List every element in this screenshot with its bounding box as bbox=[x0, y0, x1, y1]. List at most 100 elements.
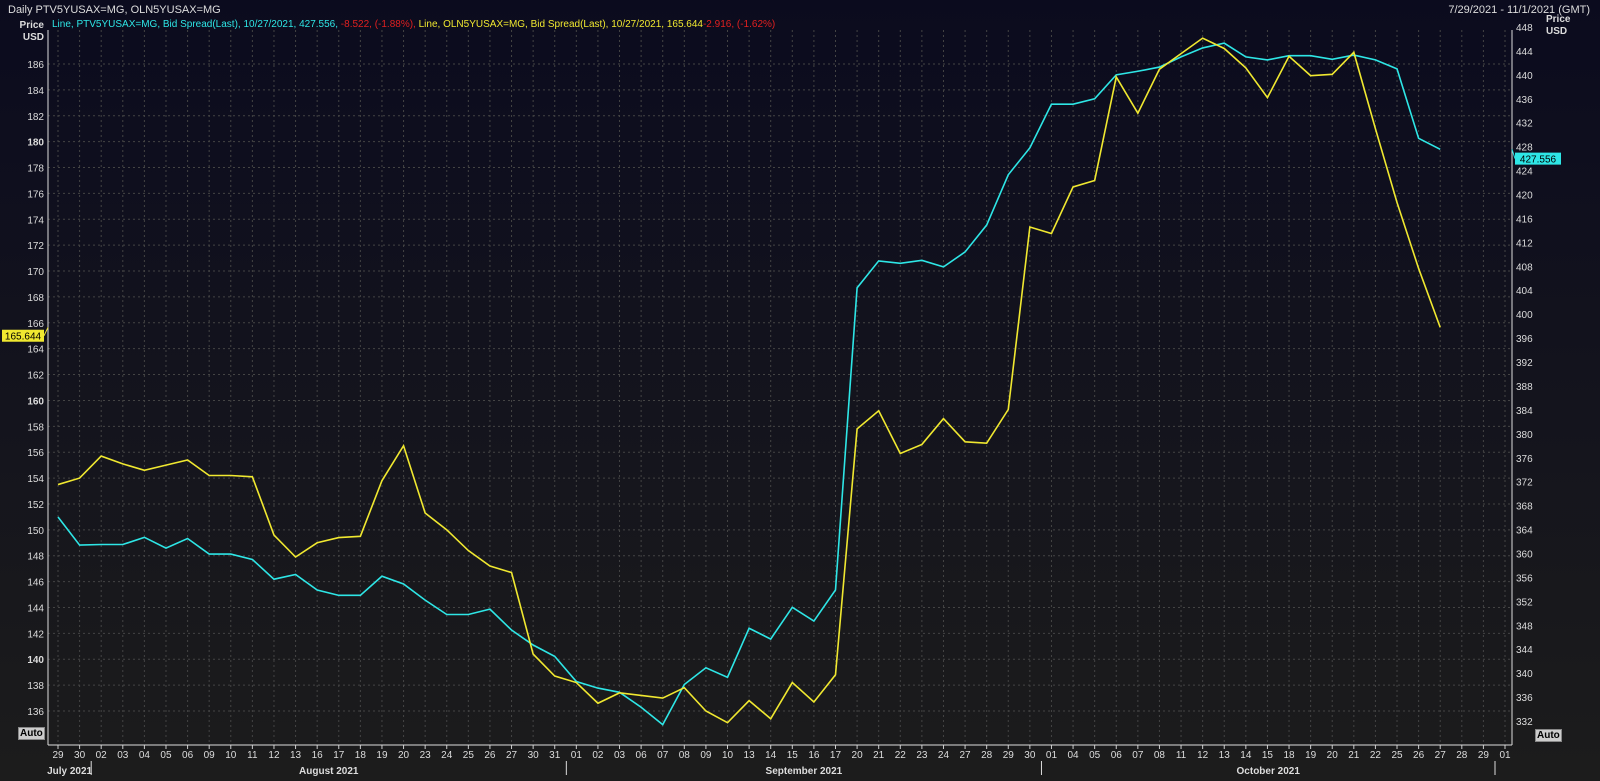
left-tick-label: 178 bbox=[27, 164, 44, 175]
right-axis-label: Price bbox=[1546, 14, 1571, 25]
right-tick-label: 364 bbox=[1516, 526, 1533, 537]
right-tick-label: 416 bbox=[1516, 214, 1533, 225]
x-tick-label: 08 bbox=[1154, 750, 1166, 761]
right-tick-label: 412 bbox=[1516, 238, 1533, 249]
right-tick-label: 424 bbox=[1516, 167, 1533, 178]
left-tick-label: 176 bbox=[27, 189, 44, 200]
x-tick-label: 08 bbox=[679, 750, 691, 761]
legend-series-1: Line, PTV5YUSAX=MG, Bid Spread(Last), 10… bbox=[52, 19, 341, 30]
x-tick-label: 09 bbox=[700, 750, 712, 761]
x-tick-label: 13 bbox=[1219, 750, 1231, 761]
x-tick-label: 26 bbox=[484, 750, 496, 761]
x-tick-label: 10 bbox=[225, 750, 237, 761]
x-tick-label: 02 bbox=[96, 750, 108, 761]
x-tick-label: 04 bbox=[139, 750, 151, 761]
x-tick-label: 13 bbox=[744, 750, 756, 761]
x-tick-label: 07 bbox=[1132, 750, 1144, 761]
left-tick-label: 170 bbox=[27, 267, 44, 278]
legend: Line, PTV5YUSAX=MG, Bid Spread(Last), 10… bbox=[52, 19, 775, 30]
left-tick-label: 156 bbox=[27, 448, 44, 459]
x-tick-label: 29 bbox=[52, 750, 64, 761]
left-tick-label: 160 bbox=[27, 396, 44, 407]
x-tick-label: 10 bbox=[722, 750, 734, 761]
month-label: August 2021 bbox=[299, 766, 359, 777]
x-tick-label: 16 bbox=[808, 750, 820, 761]
left-tick-label: 172 bbox=[27, 241, 44, 252]
right-tick-label: 336 bbox=[1516, 693, 1533, 704]
left-tick-label: 138 bbox=[27, 681, 44, 692]
right-tick-label: 432 bbox=[1516, 119, 1533, 130]
x-tick-label: 12 bbox=[268, 750, 280, 761]
x-tick-label: 13 bbox=[290, 750, 302, 761]
right-tick-label: 396 bbox=[1516, 334, 1533, 345]
x-tick-label: 21 bbox=[873, 750, 885, 761]
x-tick-label: 14 bbox=[765, 750, 777, 761]
series-line-OLN5YUSAX=MG bbox=[57, 37, 1441, 724]
right-tick-label: 344 bbox=[1516, 645, 1533, 656]
x-tick-label: 19 bbox=[1305, 750, 1317, 761]
left-tick-label: 146 bbox=[27, 578, 44, 589]
plot-area bbox=[48, 30, 1512, 745]
x-tick-label: 23 bbox=[916, 750, 928, 761]
x-tick-label: 29 bbox=[1478, 750, 1490, 761]
x-tick-label: 09 bbox=[204, 750, 216, 761]
x-tick-label: 19 bbox=[376, 750, 388, 761]
x-tick-label: 27 bbox=[1435, 750, 1447, 761]
left-tick-label: 162 bbox=[27, 371, 44, 382]
x-tick-label: 27 bbox=[506, 750, 518, 761]
left-tick-label: 142 bbox=[27, 629, 44, 640]
chart-title: Daily PTV5YUSAX=MG, OLN5YUSAX=MG bbox=[8, 4, 221, 16]
right-tick-label: 372 bbox=[1516, 478, 1533, 489]
right-axis-unit: USD bbox=[1546, 26, 1567, 37]
x-tick-label: 21 bbox=[1348, 750, 1360, 761]
left-tick-label: 166 bbox=[27, 319, 44, 330]
x-tick-label: 16 bbox=[312, 750, 324, 761]
x-tick-label: 05 bbox=[1089, 750, 1101, 761]
right-tick-label: 400 bbox=[1516, 310, 1533, 321]
left-auto-button[interactable]: Auto bbox=[18, 727, 45, 740]
right-tick-label: 356 bbox=[1516, 573, 1533, 584]
right-tick-label: 348 bbox=[1516, 621, 1533, 632]
right-tick-label: 388 bbox=[1516, 382, 1533, 393]
left-axis-unit: USD bbox=[23, 32, 44, 43]
x-tick-label: 01 bbox=[1499, 750, 1511, 761]
x-tick-label: 20 bbox=[852, 750, 864, 761]
right-tick-label: 340 bbox=[1516, 669, 1533, 680]
x-tick-label: 30 bbox=[528, 750, 540, 761]
x-tick-label: 28 bbox=[981, 750, 993, 761]
x-tick-label: 17 bbox=[830, 750, 842, 761]
x-tick-label: 11 bbox=[247, 750, 258, 761]
right-tick-label: 360 bbox=[1516, 549, 1533, 560]
right-tick-label: 392 bbox=[1516, 358, 1533, 369]
right-auto-button[interactable]: Auto bbox=[1535, 729, 1562, 742]
x-tick-label: 05 bbox=[160, 750, 172, 761]
right-tick-label: 376 bbox=[1516, 454, 1533, 465]
month-label: July 2021 bbox=[47, 766, 92, 777]
right-tick-label: 368 bbox=[1516, 502, 1533, 513]
x-tick-label: 29 bbox=[1003, 750, 1015, 761]
x-tick-label: 06 bbox=[182, 750, 194, 761]
left-tick-label: 140 bbox=[27, 655, 44, 666]
last-value-box-right bbox=[1515, 152, 1561, 165]
right-tick-label: 444 bbox=[1516, 47, 1533, 58]
last-value-label-right: 427.556 bbox=[1520, 155, 1557, 166]
x-tick-label: 06 bbox=[636, 750, 648, 761]
left-tick-label: 174 bbox=[27, 215, 44, 226]
x-tick-label: 22 bbox=[895, 750, 907, 761]
x-tick-label: 03 bbox=[117, 750, 129, 761]
last-value-pointer-right bbox=[1511, 149, 1516, 159]
month-label: September 2021 bbox=[766, 766, 843, 777]
right-tick-label: 352 bbox=[1516, 597, 1533, 608]
x-tick-label: 01 bbox=[571, 750, 583, 761]
x-tick-label: 26 bbox=[1413, 750, 1425, 761]
x-tick-label: 11 bbox=[1176, 750, 1187, 761]
x-tick-label: 07 bbox=[657, 750, 669, 761]
x-tick-label: 30 bbox=[74, 750, 86, 761]
x-tick-label: 20 bbox=[398, 750, 410, 761]
x-tick-label: 20 bbox=[1327, 750, 1339, 761]
last-value-box-left bbox=[2, 329, 44, 342]
legend-series-1-change: -8.522, (-1.88%), bbox=[340, 19, 416, 30]
x-tick-label: 02 bbox=[592, 750, 604, 761]
x-tick-label: 25 bbox=[463, 750, 475, 761]
